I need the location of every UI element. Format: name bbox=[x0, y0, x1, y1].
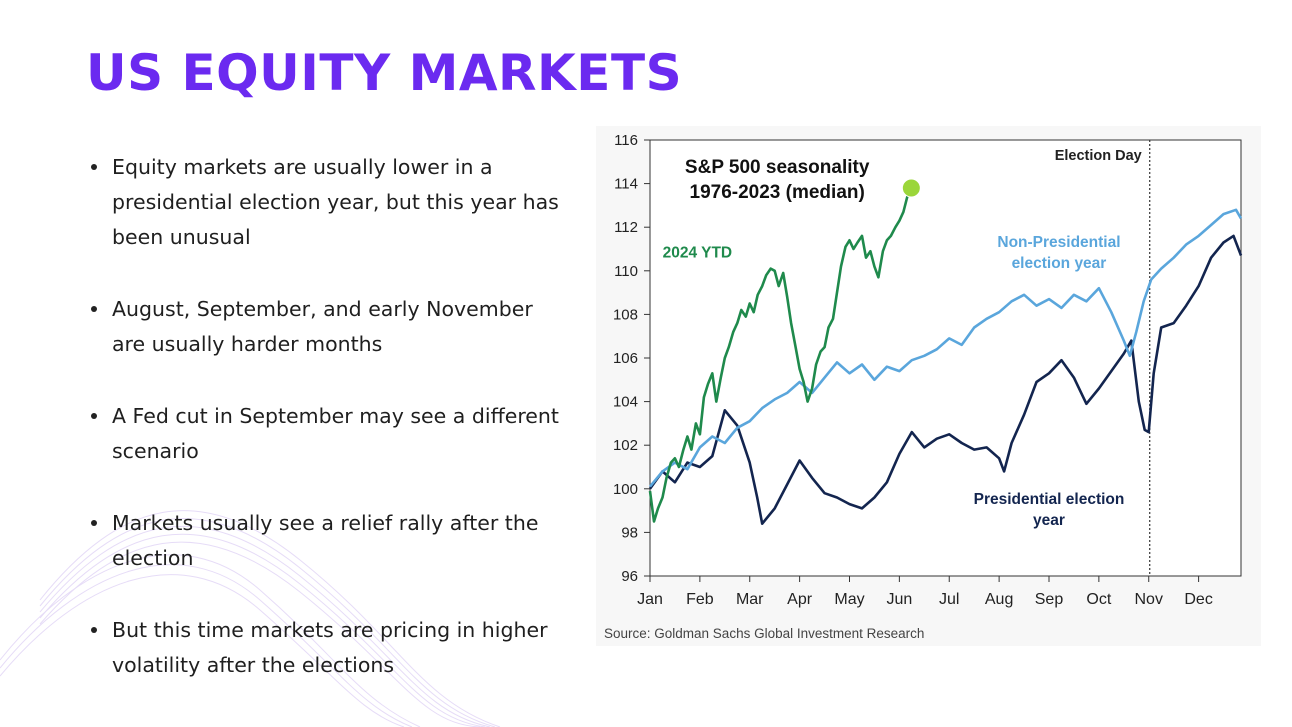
y-tick-label: 116 bbox=[614, 132, 638, 149]
bullet-item: A Fed cut in September may see a differe… bbox=[88, 399, 568, 469]
bullet-item: But this time markets are pricing in hig… bbox=[88, 613, 568, 683]
y-tick-label: 108 bbox=[613, 306, 638, 323]
y-tick-label: 96 bbox=[621, 568, 638, 585]
chart-title-line: 1976-2023 (median) bbox=[690, 182, 865, 203]
series-label: 2024 YTD bbox=[663, 245, 733, 262]
x-tick-label: Jan bbox=[637, 591, 663, 608]
election-day-label: Election Day bbox=[1055, 148, 1142, 164]
y-tick-label: 104 bbox=[613, 394, 638, 411]
x-tick-label: Oct bbox=[1086, 591, 1111, 608]
series-line bbox=[648, 208, 1243, 488]
chart-svg: 96 98 100 102 104 106 108 110 112 114 116 Jan Feb Mar… bbox=[604, 132, 1243, 641]
series-line bbox=[648, 187, 913, 523]
x-tick-label: Jul bbox=[939, 591, 959, 608]
chart-title-line: S&P 500 seasonality bbox=[685, 157, 870, 178]
x-tick-label: Feb bbox=[686, 591, 714, 608]
y-tick-label: 100 bbox=[613, 481, 638, 498]
bullet-item: Equity markets are usually lower in a pr… bbox=[88, 150, 568, 255]
bullet-item: August, September, and early November ar… bbox=[88, 292, 568, 362]
seasonality-chart: 96 98 100 102 104 106 108 110 112 114 116 Jan Feb Mar… bbox=[596, 126, 1261, 646]
x-tick-label: Sep bbox=[1035, 591, 1064, 608]
chart-source: Source: Goldman Sachs Global Investment … bbox=[604, 626, 924, 641]
page-title: US EQUITY MARKETS bbox=[86, 44, 683, 102]
x-tick-label: Jun bbox=[886, 591, 912, 608]
x-tick-label: Apr bbox=[787, 591, 813, 608]
y-tick-label: 112 bbox=[614, 219, 638, 236]
x-tick-label: Dec bbox=[1184, 591, 1212, 608]
plot-area bbox=[649, 139, 1242, 577]
bullet-list: Equity markets are usually lower in a pr… bbox=[88, 150, 568, 720]
series-label: Non-Presidential bbox=[997, 234, 1120, 251]
series-label: year bbox=[1033, 512, 1065, 529]
bullet-item: Markets usually see a relief rally after… bbox=[88, 506, 568, 576]
y-tick-label: 114 bbox=[614, 176, 638, 193]
y-tick-label: 110 bbox=[614, 263, 638, 280]
series-label: Presidential election bbox=[974, 491, 1125, 508]
y-tick-label: 102 bbox=[613, 437, 638, 454]
y-tick-label: 98 bbox=[621, 524, 638, 541]
series-label: election year bbox=[1012, 255, 1107, 272]
x-tick-label: May bbox=[834, 591, 864, 608]
series-line bbox=[648, 234, 1243, 525]
x-tick-label: Mar bbox=[736, 591, 764, 608]
y-tick-label: 106 bbox=[613, 350, 638, 367]
series-end-marker bbox=[901, 178, 921, 198]
x-tick-label: Nov bbox=[1135, 591, 1163, 608]
x-tick-label: Aug bbox=[985, 591, 1013, 608]
